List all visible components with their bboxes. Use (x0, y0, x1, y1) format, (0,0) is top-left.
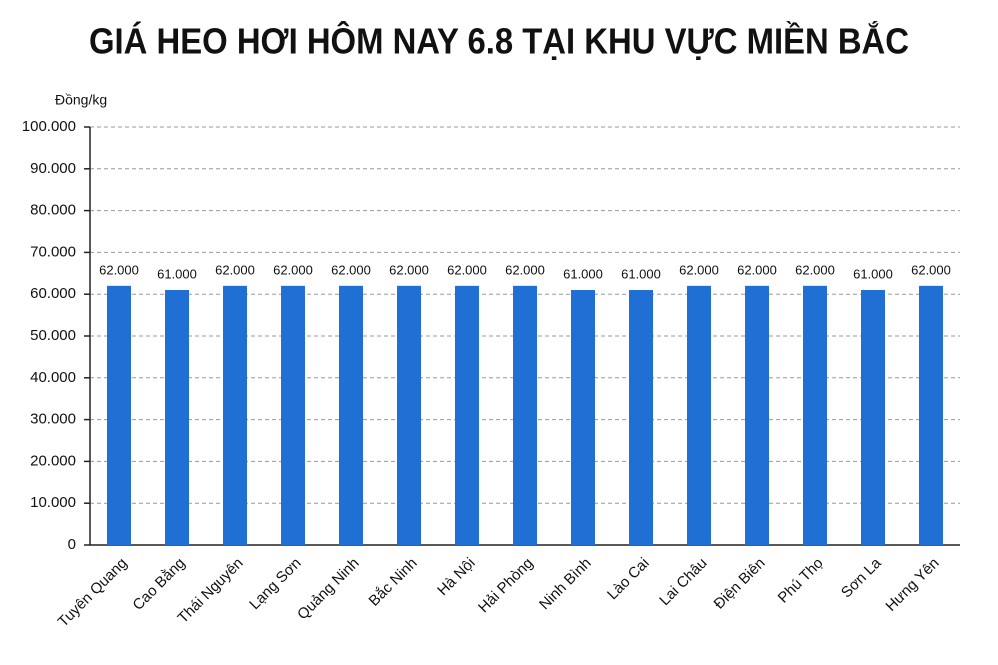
bar (745, 285, 769, 545)
x-tick-label: Ninh Bình (536, 555, 595, 614)
value-label: 62.000 (331, 262, 371, 277)
x-tick-label: Sơn La (838, 554, 885, 601)
value-label: 62.000 (389, 262, 429, 277)
x-tick-label: Tuyên Quang (55, 555, 131, 631)
bar (339, 285, 363, 545)
y-axis-label: Đồng/kg (55, 92, 107, 108)
bar (919, 285, 943, 545)
bar (455, 285, 479, 545)
bar (281, 285, 305, 545)
y-tick-label: 90.000 (30, 160, 76, 177)
value-label: 62.000 (737, 262, 777, 277)
value-label: 62.000 (273, 262, 313, 277)
y-tick-label: 80.000 (30, 202, 76, 219)
bar (687, 285, 711, 545)
bar (571, 290, 595, 545)
y-tick-label: 10.000 (30, 494, 76, 511)
value-label: 62.000 (911, 262, 951, 277)
bar (513, 285, 537, 545)
bar (223, 285, 247, 545)
x-tick-label: Phú Thọ (775, 555, 827, 607)
x-tick-label: Hà Nội (434, 555, 478, 599)
y-tick-label: 30.000 (30, 411, 76, 428)
value-label: 61.000 (563, 266, 603, 281)
x-tick-label: Lào Cai (604, 555, 653, 604)
x-tick-label: Bắc Ninh (366, 555, 421, 610)
bar (803, 285, 827, 545)
y-tick-label: 50.000 (30, 327, 76, 344)
value-label: 62.000 (215, 262, 255, 277)
y-tick-label: 20.000 (30, 452, 76, 469)
value-label: 62.000 (505, 262, 545, 277)
x-tick-label: Quảng Ninh (294, 555, 363, 624)
x-tick-label: Cao Bằng (129, 555, 188, 614)
y-tick-label: 60.000 (30, 285, 76, 302)
bar (397, 285, 421, 545)
bar (165, 290, 189, 545)
value-label: 62.000 (99, 262, 139, 277)
x-tick-label: Lai Châu (656, 555, 710, 609)
value-label: 62.000 (795, 262, 835, 277)
bar (107, 285, 131, 545)
y-tick-label: 100.000 (22, 118, 76, 135)
x-tick-label: Hải Phòng (475, 555, 537, 617)
bar (861, 290, 885, 545)
value-label: 62.000 (447, 262, 487, 277)
x-tick-label: Điện Biên (711, 555, 769, 613)
bar (629, 290, 653, 545)
y-tick-label: 70.000 (30, 243, 76, 260)
value-label: 61.000 (853, 266, 893, 281)
chart-title: GIÁ HEO HƠI HÔM NAY 6.8 TẠI KHU VỰC MIỀN… (89, 20, 909, 62)
x-tick-label: Hưng Yên (882, 555, 942, 615)
x-tick-label: Lạng Sơn (246, 555, 305, 614)
value-label: 61.000 (621, 266, 661, 281)
y-tick-label: 0 (68, 536, 76, 553)
value-label: 61.000 (157, 266, 197, 281)
value-label: 62.000 (679, 262, 719, 277)
y-tick-label: 40.000 (30, 369, 76, 386)
